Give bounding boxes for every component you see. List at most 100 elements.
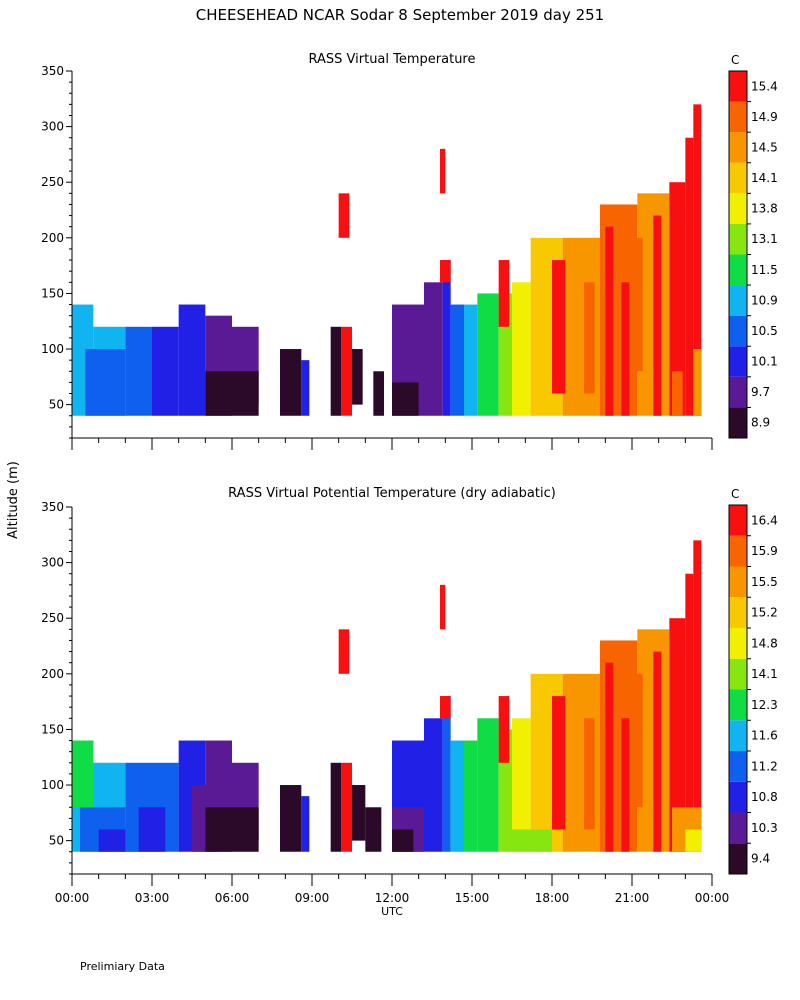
y-tick-label: 100: [41, 342, 64, 356]
data-cell: [205, 371, 259, 416]
data-cell: [280, 785, 302, 852]
colorbar: 8.9 9.7 10.1 10.5 10.9 11.5 13.1 13.8 14.1 14.5 14…: [728, 53, 778, 439]
colorbar-label: 15.9: [751, 544, 778, 558]
y-tick-label: 300: [41, 556, 64, 570]
colorbar-swatch: [729, 193, 747, 224]
colorbar-swatch: [729, 407, 747, 438]
y-tick-label: 200: [41, 231, 64, 245]
colorbar-label: 10.1: [751, 355, 778, 369]
colorbar-swatch: [729, 597, 747, 628]
colorbar-label: 16.4: [751, 513, 778, 527]
colorbar-label: 11.5: [751, 263, 778, 277]
data-cell: [440, 584, 446, 630]
colorbar-label: 11.6: [751, 729, 778, 743]
x-tick-label: 12:00: [375, 891, 410, 905]
data-cell: [338, 629, 350, 674]
data-cell: [693, 540, 702, 852]
colorbar-label: 10.9: [751, 293, 778, 307]
data-cell: [338, 193, 350, 238]
potential-temperature-panel: RASS Virtual Potential Temperature (dry …: [41, 486, 778, 905]
data-cell: [464, 304, 478, 416]
colorbar-swatch: [729, 285, 747, 316]
data-cell: [72, 740, 94, 808]
colorbar-label: 15.4: [751, 79, 778, 93]
data-cell: [392, 382, 419, 416]
colorbar-swatch: [729, 658, 747, 690]
data-cell: [442, 260, 451, 416]
data-cell: [341, 762, 352, 852]
colorbar-swatch: [729, 223, 747, 255]
data-cell: [669, 618, 686, 852]
data-cell: [178, 304, 206, 416]
colorbar-label: 13.8: [751, 202, 778, 216]
data-cell: [669, 182, 686, 416]
y-tick-label: 350: [41, 500, 64, 514]
colorbar-swatch: [729, 505, 747, 536]
y-tick-label: 50: [49, 398, 64, 412]
colorbar-label: 11.2: [751, 759, 778, 773]
y-tick-label: 100: [41, 778, 64, 792]
data-cell: [693, 104, 702, 416]
data-cell: [450, 304, 464, 416]
colorbar-swatch: [729, 843, 747, 874]
colorbar-units: C: [731, 53, 739, 67]
footer-note: Prelimiary Data: [80, 960, 165, 973]
x-tick-label: 03:00: [135, 891, 170, 905]
colorbar-label: 15.2: [751, 606, 778, 620]
y-tick-label: 350: [41, 64, 64, 78]
data-cell: [685, 829, 702, 852]
colorbar-swatch: [729, 346, 747, 377]
x-tick-label: 00:00: [695, 891, 730, 905]
colorbar-units: C: [731, 487, 739, 501]
data-cell: [440, 260, 451, 283]
data-cell: [477, 718, 499, 852]
colorbar-label: 13.1: [751, 232, 778, 246]
data-cell: [330, 326, 342, 416]
data-cell: [693, 349, 702, 416]
data-cell: [424, 718, 443, 852]
data-field: [72, 540, 702, 852]
x-tick-label: 09:00: [295, 891, 330, 905]
data-cell: [477, 293, 499, 416]
colorbar-swatch: [729, 71, 747, 102]
colorbar-swatch: [729, 101, 747, 133]
colorbar-swatch: [729, 376, 747, 408]
data-cell: [138, 807, 166, 852]
data-cell: [552, 696, 566, 830]
data-cell: [552, 260, 566, 394]
colorbar-label: 10.8: [751, 790, 778, 804]
x-tick-label: 00:00: [55, 891, 90, 905]
data-cell: [424, 282, 443, 416]
colorbar-swatch: [729, 132, 747, 163]
data-cell: [301, 796, 310, 852]
data-cell: [653, 215, 662, 416]
data-cell: [512, 282, 531, 416]
colorbar-label: 14.9: [751, 110, 778, 124]
colorbar-label: 14.1: [751, 171, 778, 185]
data-cell: [341, 326, 352, 416]
data-cell: [685, 573, 694, 852]
data-cell: [301, 360, 310, 416]
x-axis-label: UTC: [381, 905, 403, 918]
colorbar-swatch: [729, 315, 747, 347]
colorbar-swatch: [729, 751, 747, 782]
data-field: [72, 104, 702, 416]
panel-title: RASS Virtual Potential Temperature (dry …: [228, 486, 556, 501]
data-cell: [584, 718, 595, 830]
data-cell: [450, 740, 464, 852]
x-tick-label: 18:00: [535, 891, 570, 905]
data-cell: [280, 349, 302, 416]
colorbar-label: 14.1: [751, 667, 778, 681]
x-tick-label: 06:00: [215, 891, 250, 905]
data-cell: [392, 829, 414, 852]
colorbar-label: 15.5: [751, 575, 778, 589]
data-cell: [464, 740, 478, 852]
colorbar-label: 12.3: [751, 698, 778, 712]
colorbar-swatch: [729, 781, 747, 813]
data-cell: [440, 148, 446, 194]
y-tick-label: 150: [41, 722, 64, 736]
colorbar-label: 14.8: [751, 636, 778, 650]
data-cell: [498, 260, 510, 327]
colorbar-swatch: [729, 689, 747, 721]
